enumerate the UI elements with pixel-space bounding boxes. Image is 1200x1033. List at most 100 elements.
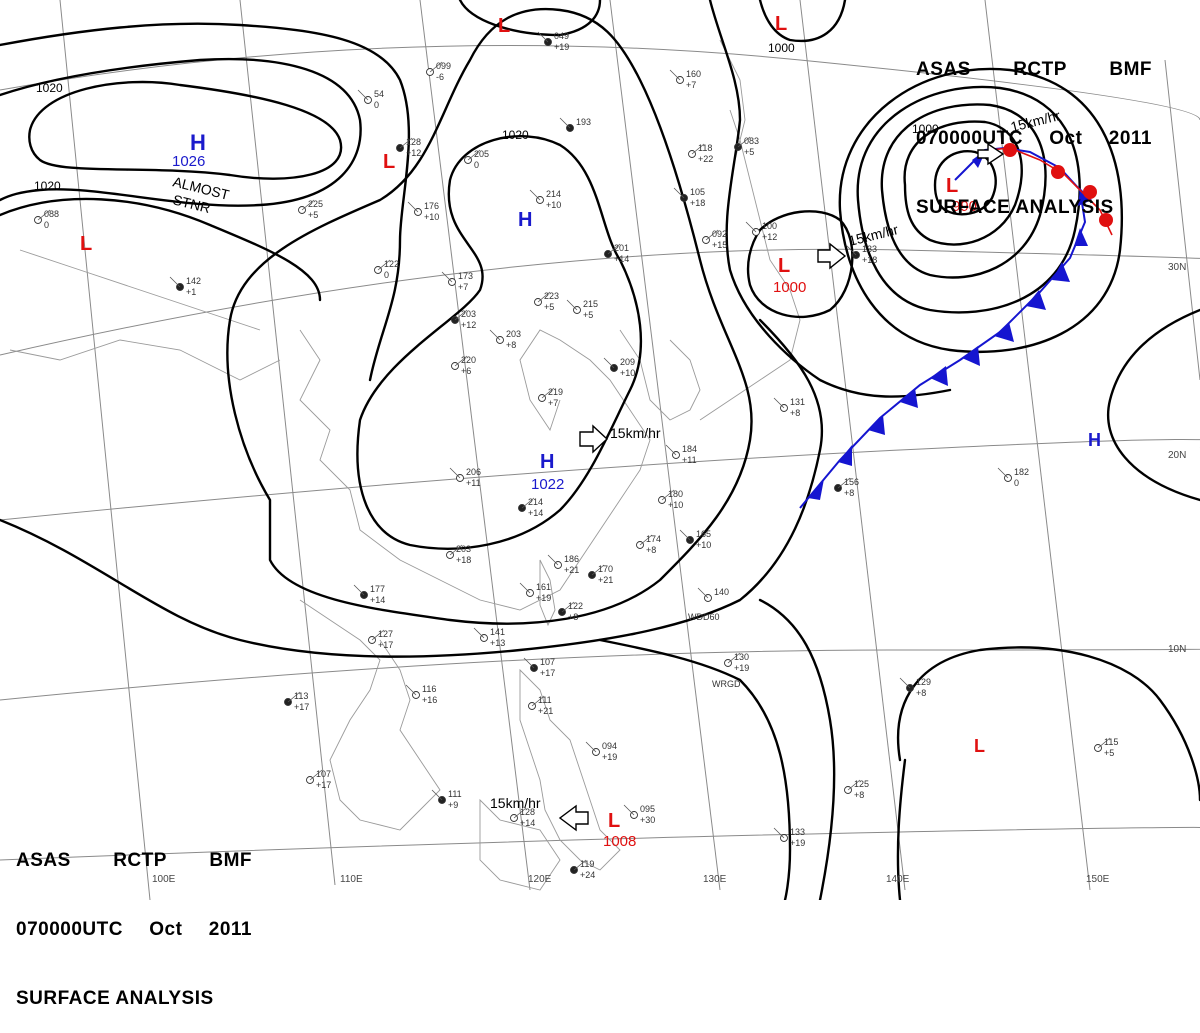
- wind-barb: [773, 397, 785, 409]
- station-pressure: 049: [554, 31, 569, 41]
- station-pressure: 119: [580, 859, 594, 869]
- station-pressure: 205: [474, 149, 489, 159]
- station-plot: 119+24: [570, 859, 595, 880]
- station-pressure: 111: [538, 695, 552, 705]
- lon-label-140e: 140E: [886, 874, 910, 885]
- wind-barb: [997, 467, 1009, 479]
- wind-barb: [585, 741, 597, 753]
- station-tendency: +14: [370, 595, 385, 605]
- high-center-1026: H: [190, 130, 206, 155]
- station-pressure: 186: [564, 554, 579, 564]
- wind-barb: [573, 859, 587, 871]
- isobar-south-low-2: [896, 758, 907, 900]
- station-plot: 105+18: [673, 187, 705, 208]
- station-plot: 215+5: [566, 299, 598, 320]
- parallel-20n: [0, 438, 1200, 521]
- warm-front: [989, 143, 1113, 236]
- station-pressure: 203: [506, 329, 521, 339]
- station-plot: 142+1: [169, 276, 201, 297]
- isobar-outer-south: [0, 318, 824, 658]
- motion-arrows: [558, 142, 1005, 832]
- station-plot: 156+8: [834, 477, 859, 498]
- coast-borneo: [479, 798, 561, 891]
- coast-japan: [699, 109, 801, 421]
- meridian-160e: [1164, 59, 1200, 381]
- station-plot: 174+8: [636, 534, 661, 555]
- station-plot: 131+8: [773, 397, 805, 418]
- station-plot: 170+21: [588, 564, 613, 585]
- station-tendency: 0: [384, 270, 389, 280]
- parallel-10n: [0, 648, 1200, 701]
- arrow-northeast: [977, 142, 1005, 166]
- station-pressure: 182: [1014, 467, 1029, 477]
- station-pressure: 214: [528, 497, 543, 507]
- wind-barb: [399, 137, 413, 149]
- station-tendency: +18: [690, 198, 705, 208]
- isobar-southeast: [758, 598, 836, 900]
- coastlines: [9, 39, 801, 891]
- station-pressure: 122: [568, 601, 583, 611]
- station-tendency: +10: [424, 212, 439, 222]
- station-plot: 140: [697, 587, 729, 602]
- wind-barb: [301, 199, 315, 211]
- station-tendency: +19: [602, 752, 617, 762]
- station-tendency: +11: [466, 478, 481, 488]
- isobar-east-ridge: [1107, 308, 1200, 502]
- station-pressure: 203: [461, 309, 476, 319]
- station-plot: 128+12: [396, 137, 421, 158]
- station-pressure: 215: [583, 299, 598, 309]
- header-top: ASAS RCTP BMF 070000UTC Oct 2011 SURFACE…: [916, 12, 1152, 242]
- station-plot: 220+6: [451, 355, 476, 376]
- station-tendency: +12: [461, 320, 476, 330]
- high-center-2: H: [518, 209, 532, 231]
- station-pressure: 142: [186, 276, 201, 286]
- wind-barb: [705, 229, 719, 241]
- high-value-1026: 1026: [172, 153, 205, 170]
- wind-barb: [467, 149, 481, 161]
- station-pressure: 083: [744, 136, 759, 146]
- wind-barb: [521, 497, 535, 509]
- wind-barb: [566, 299, 578, 311]
- wind-barb: [899, 677, 911, 689]
- lon-label-110e: 110E: [340, 874, 363, 885]
- station-plot: 219+7: [538, 387, 563, 408]
- lat-label-30n: 30N: [1168, 262, 1186, 273]
- station-plot: 203+18: [446, 544, 471, 565]
- lat-labels: 30N 20N 10N: [1168, 262, 1186, 655]
- header-top-line2: 070000UTC Oct 2011: [916, 127, 1152, 150]
- low-center-990: L: [946, 175, 958, 197]
- station-tendency: +18: [456, 555, 471, 565]
- station-tendency: +5: [583, 310, 593, 320]
- station-tendency: +30: [640, 815, 655, 825]
- station-plot: 107+17: [523, 657, 555, 678]
- station-tendency: +21: [598, 575, 613, 585]
- station-tendency: +8: [790, 408, 800, 418]
- station-pressure: 125: [854, 779, 869, 789]
- isobar-outer-north: [0, 22, 411, 382]
- station-tendency: +17: [540, 668, 555, 678]
- station-tendency: 0: [374, 100, 379, 110]
- wind-barb: [513, 807, 527, 819]
- isobar-big-outer: [226, 7, 753, 625]
- station-plot: 180+10: [658, 489, 683, 510]
- station-pressure: 206: [466, 467, 481, 477]
- station-pressure: 170: [598, 564, 613, 574]
- station-pressure: 107: [540, 657, 555, 667]
- station-plot: 214+14: [518, 497, 543, 518]
- coast-mongolia: [9, 339, 281, 381]
- wind-barb: [623, 804, 635, 816]
- coast-tibet: [19, 249, 261, 331]
- station-pressure: 094: [602, 741, 617, 751]
- wind-barb: [429, 61, 443, 73]
- station-tendency: +8: [844, 488, 854, 498]
- station-pressure: 133: [862, 244, 877, 254]
- pressure-centers: H 1026 H H 1022 H L L L L L 1000 L 990 L…: [80, 13, 1101, 850]
- station-pressure: 223: [544, 291, 559, 301]
- parallel-0: [0, 826, 1200, 861]
- station-pressure: 161: [536, 582, 551, 592]
- wind-barb: [529, 189, 541, 201]
- wind-barb: [639, 534, 653, 546]
- station-plot: 133+18: [845, 244, 877, 265]
- header-top-line1: ASAS RCTP BMF: [916, 58, 1152, 81]
